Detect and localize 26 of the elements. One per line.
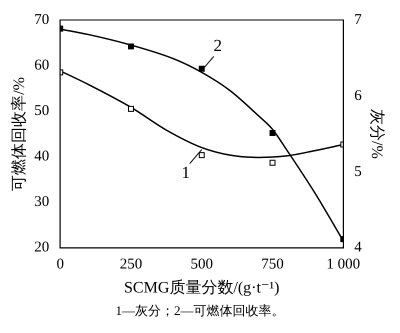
- x-tick-label: 0: [56, 256, 64, 273]
- x-tick-label: 1 000: [326, 256, 360, 273]
- x-tick-label: 750: [261, 256, 284, 273]
- y2-tick-label: 4: [354, 240, 362, 256]
- point: [198, 152, 205, 158]
- y-tick-label: 30: [34, 194, 50, 210]
- y-tick-label: 50: [34, 103, 50, 120]
- x-tick-label: 250: [120, 256, 142, 273]
- x-axis-title: SCMG质量分数/(g·t⁻¹): [124, 278, 280, 297]
- y-tick-label: 60: [34, 58, 50, 74]
- point: [270, 130, 276, 136]
- y-axis-title: 可燃体回收率/%: [10, 77, 28, 191]
- x-tick-label: 500: [190, 256, 213, 273]
- y2-tick-label: 7: [354, 12, 362, 28]
- point: [270, 160, 276, 166]
- y2-tick-label: 5: [354, 164, 362, 180]
- point: [128, 106, 134, 112]
- series-label: 2: [214, 36, 222, 55]
- y-tick-label: 70: [34, 12, 50, 28]
- y-tick-label: 20: [34, 240, 50, 256]
- legend-label: 1: [182, 163, 190, 182]
- y-tick-label: 40: [34, 148, 50, 165]
- point: [128, 43, 134, 50]
- y2-tick-label: 6: [354, 88, 362, 104]
- text: 1—灰分；2—可燃体回收率。: [114, 302, 286, 320]
- y2-axis-title: 灰分/%: [368, 109, 386, 159]
